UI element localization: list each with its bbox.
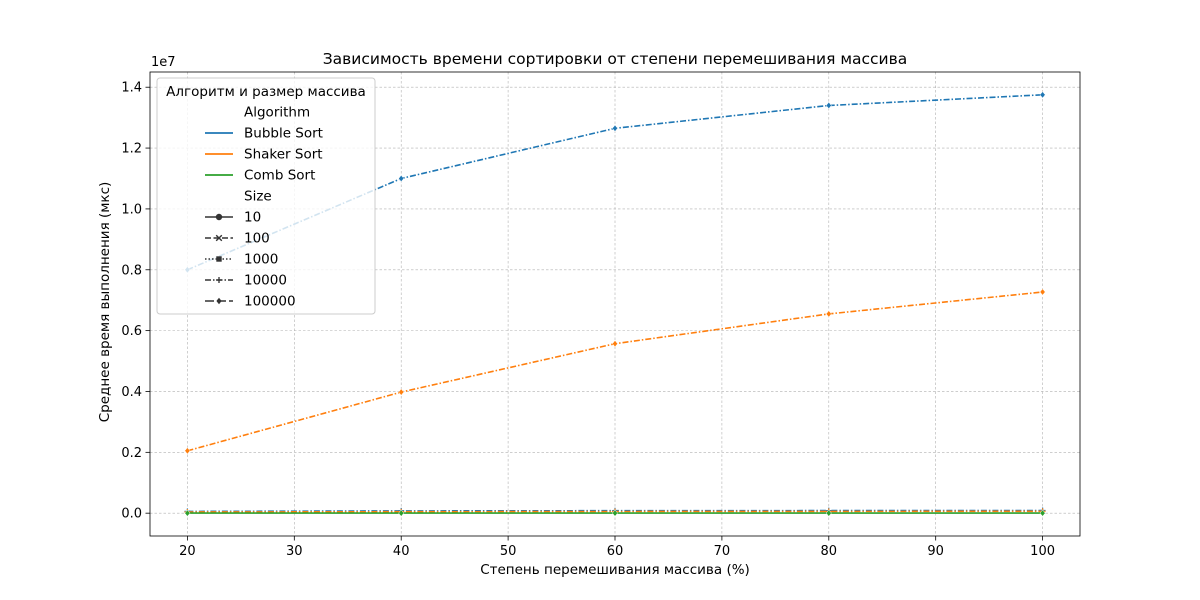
data-point bbox=[398, 174, 405, 183]
legend-size-label: 100 bbox=[244, 231, 270, 247]
data-point bbox=[1039, 509, 1046, 517]
legend-size-marker bbox=[216, 256, 222, 262]
y-tick-label: 0.6 bbox=[121, 324, 142, 339]
legend-size-marker bbox=[215, 234, 223, 242]
data-point bbox=[398, 509, 405, 517]
data-point bbox=[1039, 288, 1046, 296]
y-tick-label: 1.4 bbox=[121, 81, 142, 96]
legend-size-marker bbox=[216, 297, 222, 305]
x-axis-title: Степень перемешивания массива (%) bbox=[480, 562, 750, 578]
y-axis-title: Среднее время выполнения (мкс) bbox=[97, 182, 113, 423]
legend-size-label: 10000 bbox=[244, 273, 287, 289]
x-tick-label: 60 bbox=[607, 544, 624, 559]
x-tick-label: 40 bbox=[393, 544, 410, 559]
y-scale-label: 1e7 bbox=[151, 55, 176, 70]
legend-size-label: 100000 bbox=[244, 294, 296, 310]
legend: Алгоритм и размер массива Algorithm Bubble… bbox=[156, 77, 376, 315]
y-tick-label: 0.8 bbox=[121, 263, 142, 278]
legend-size-marker bbox=[216, 277, 222, 283]
data-point bbox=[825, 509, 832, 517]
data-point bbox=[825, 101, 832, 110]
legend-size-marker bbox=[215, 213, 223, 221]
legend-box bbox=[156, 77, 376, 315]
y-tick-label: 1.0 bbox=[121, 202, 142, 217]
data-point bbox=[612, 340, 618, 348]
legend-size-label: 10 bbox=[244, 210, 261, 226]
legend-size-label: 1000 bbox=[244, 252, 278, 268]
x-tick-label: 20 bbox=[179, 544, 196, 559]
data-point bbox=[398, 388, 405, 396]
legend-title: Алгоритм и размер массива bbox=[166, 84, 366, 100]
data-point bbox=[1039, 91, 1046, 99]
legend-algorithm-label: Bubble Sort bbox=[244, 126, 323, 142]
data-point bbox=[612, 124, 618, 132]
x-tick-label: 70 bbox=[714, 544, 731, 559]
data-point bbox=[825, 310, 832, 318]
data-point bbox=[612, 509, 618, 517]
x-tick-label: 30 bbox=[286, 544, 303, 559]
legend-algorithm-label: Comb Sort bbox=[244, 168, 315, 184]
x-tick-label: 50 bbox=[500, 544, 517, 559]
plot-area: 20 30 40 50 60 70 80 90 100 0.0 0.2 0.4 0.6 0.8 1.0 1.2… bbox=[121, 71, 1081, 559]
legend-style-title: Size bbox=[244, 189, 272, 205]
x-tick-label: 80 bbox=[821, 544, 838, 559]
data-point bbox=[184, 447, 191, 455]
x-tick-label: 100 bbox=[1030, 544, 1055, 559]
y-tick-label: 1.2 bbox=[121, 142, 142, 157]
y-tick-label: 0.2 bbox=[121, 446, 142, 461]
y-tick-label: 0.4 bbox=[121, 385, 142, 400]
legend-algorithm-label: Shaker Sort bbox=[244, 147, 323, 163]
data-point bbox=[184, 509, 191, 517]
legend-hue-title: Algorithm bbox=[244, 105, 310, 121]
x-tick-label: 90 bbox=[927, 544, 944, 559]
chart-title: Зависимость времени сортировки от степен… bbox=[323, 50, 908, 68]
y-tick-label: 0.0 bbox=[121, 507, 142, 522]
